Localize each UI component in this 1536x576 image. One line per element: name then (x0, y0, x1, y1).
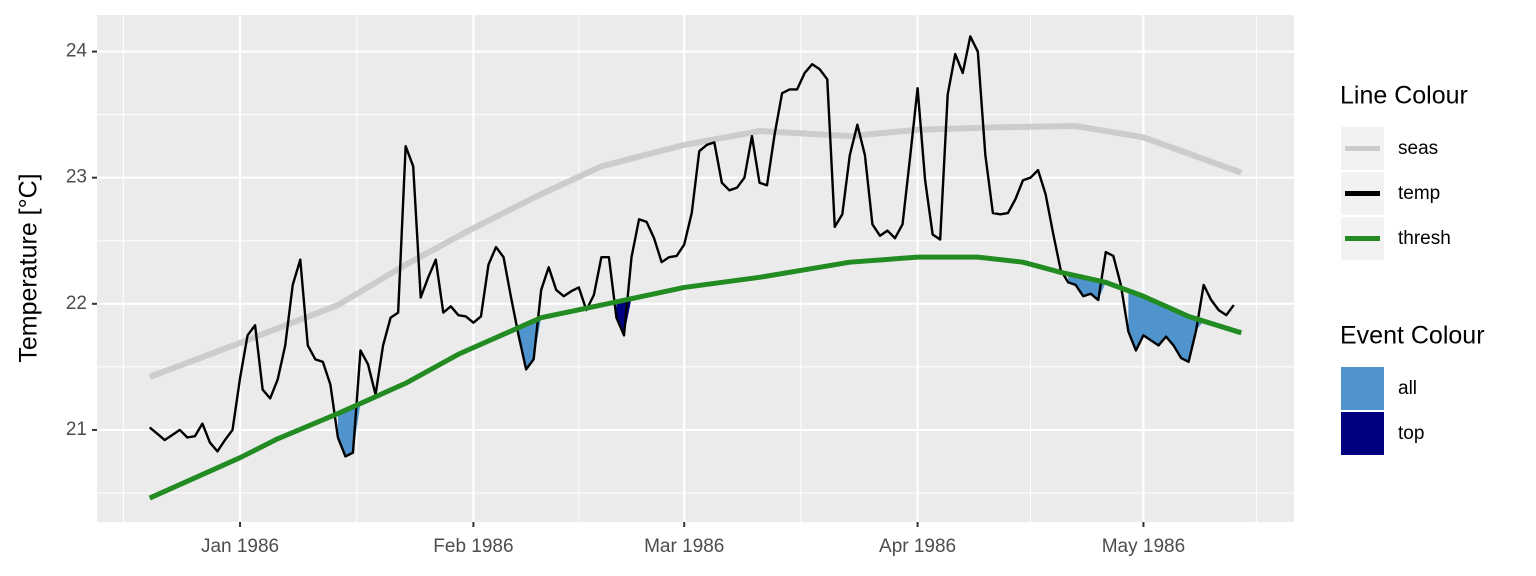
event-fill (616, 297, 640, 336)
legend-label: seas (1398, 138, 1438, 159)
y-tick-label: 24 (66, 41, 88, 62)
x-tick-label: Mar 1986 (644, 536, 724, 557)
x-tick-label: Apr 1986 (879, 536, 956, 557)
line-seas (148, 122, 1243, 380)
x-tick-label: Jan 1986 (201, 536, 279, 557)
event-fill (1128, 290, 1212, 362)
legend: seas temp thresh all top (1341, 127, 1451, 455)
legend-label: thresh (1398, 228, 1451, 249)
y-tick-label: 21 (66, 419, 87, 440)
event-fill (337, 400, 369, 457)
legend-title: Event Colour (1340, 322, 1485, 350)
y-tick-label: 22 (66, 293, 87, 314)
y-axis-title: Temperature [°C] (15, 173, 43, 362)
plot-area (148, 35, 1243, 501)
grid (97, 15, 1294, 522)
event-fill (518, 316, 549, 370)
event-fill (1068, 273, 1114, 301)
legend-label: top (1398, 423, 1424, 444)
line-thresh (148, 254, 1243, 501)
legend-label: all (1398, 378, 1417, 399)
x-tick-label: Feb 1986 (433, 536, 513, 557)
legend-swatch (1341, 367, 1384, 410)
x-tick-label: May 1986 (1102, 536, 1185, 557)
legend-label: temp (1398, 183, 1440, 204)
legend-swatch (1341, 412, 1384, 455)
panel (97, 15, 1294, 522)
y-tick-label: 23 (66, 167, 87, 188)
legend-title: Line Colour (1340, 82, 1468, 110)
line-temp (148, 35, 1235, 458)
